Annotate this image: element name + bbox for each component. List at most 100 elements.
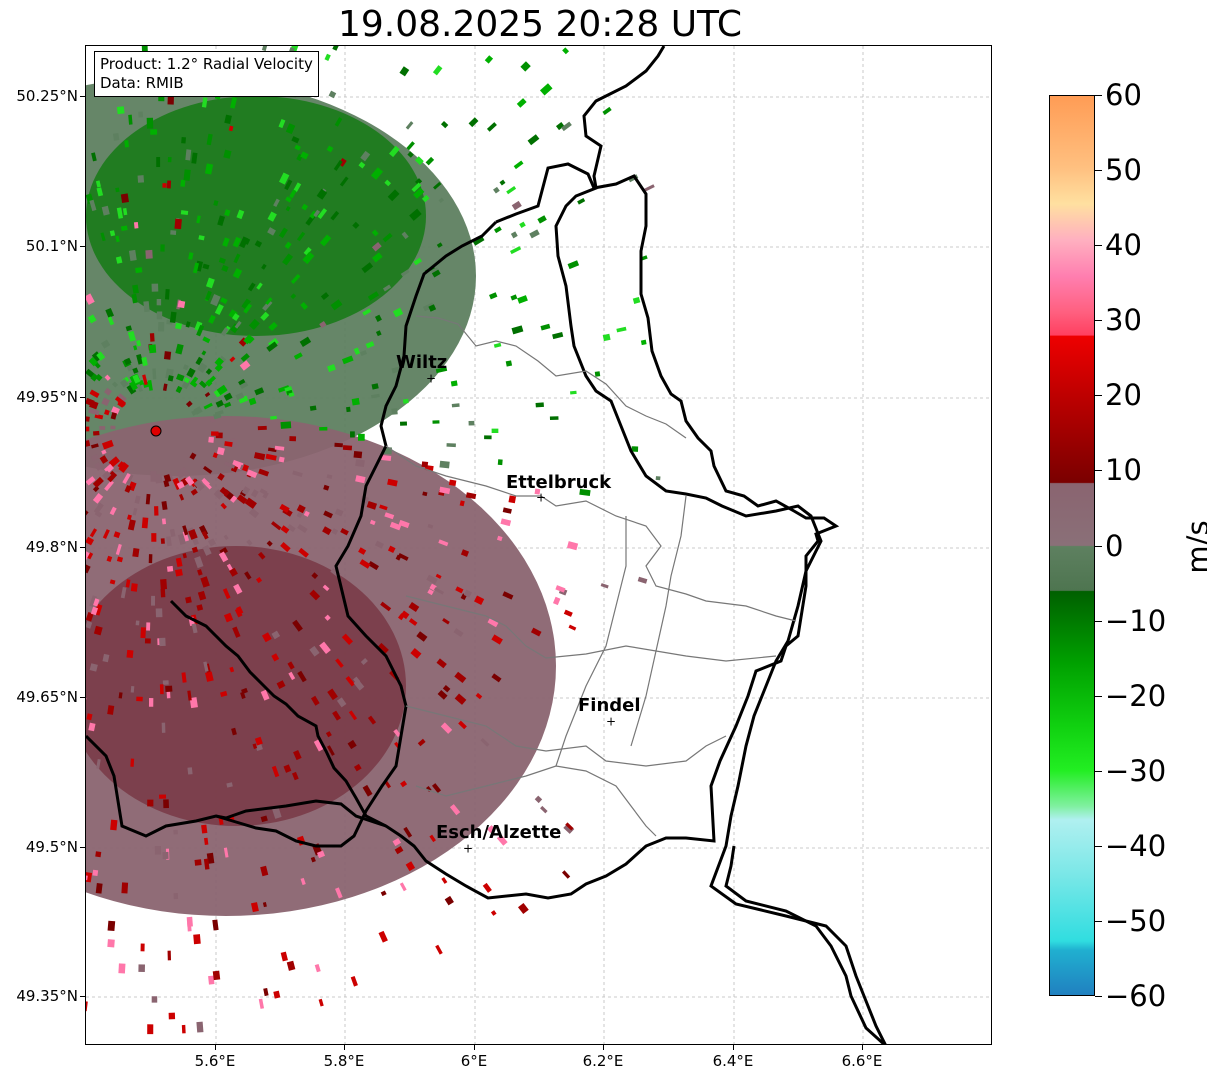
velocity-gate	[322, 526, 332, 536]
velocity-gate	[310, 695, 320, 706]
velocity-gate	[378, 642, 389, 654]
velocity-gate	[110, 819, 118, 831]
velocity-gate	[86, 611, 94, 622]
velocity-gate	[184, 475, 195, 487]
velocity-gate	[238, 395, 249, 404]
city-wiltz: +Wiltz	[396, 352, 447, 386]
velocity-gate	[353, 450, 363, 459]
velocity-gate	[267, 447, 277, 453]
velocity-gate	[102, 653, 110, 663]
velocity-gate	[265, 453, 277, 461]
velocity-gate	[494, 226, 502, 234]
velocity-gate	[322, 584, 330, 592]
velocity-gate	[313, 738, 325, 752]
velocity-gate	[534, 488, 541, 495]
velocity-gate	[335, 658, 344, 668]
velocity-gate	[486, 122, 497, 132]
velocity-gate	[198, 235, 205, 241]
velocity-gate	[197, 569, 203, 576]
velocity-gate	[143, 301, 150, 313]
velocity-gate	[352, 221, 360, 229]
velocity-gate	[86, 426, 90, 432]
velocity-gate	[468, 117, 479, 128]
velocity-gate	[120, 193, 129, 204]
velocity-gate	[115, 543, 122, 556]
velocity-gate	[166, 536, 172, 547]
velocity-gate	[370, 167, 384, 180]
velocity-gate	[358, 161, 366, 169]
colorbar-tick-mark	[1095, 920, 1102, 922]
velocity-gate	[196, 604, 204, 611]
velocity-gate	[351, 397, 360, 406]
velocity-gate	[327, 688, 338, 701]
velocity-gate	[562, 47, 570, 55]
velocity-gate	[463, 589, 472, 598]
velocity-gate	[535, 402, 544, 408]
velocity-gate	[176, 481, 185, 490]
lat-tick-mark	[80, 547, 85, 548]
velocity-gate	[563, 609, 573, 617]
velocity-gate	[431, 783, 442, 793]
velocity-gate	[159, 794, 167, 799]
velocity-gate	[161, 722, 166, 733]
velocity-gate	[191, 152, 198, 164]
velocity-gate	[162, 851, 169, 860]
velocity-gate	[310, 856, 316, 863]
velocity-gate	[444, 895, 454, 906]
velocity-gate	[86, 293, 95, 305]
colorbar-tick-mark	[1095, 770, 1102, 772]
velocity-gate	[563, 823, 575, 834]
velocity-gate	[229, 666, 235, 673]
velocity-gate	[274, 445, 285, 451]
velocity-gate	[289, 189, 297, 199]
velocity-gate	[173, 829, 178, 835]
velocity-gate	[289, 436, 297, 442]
velocity-gate	[561, 121, 572, 132]
velocity-gate	[187, 767, 193, 775]
velocity-gate	[144, 638, 151, 644]
lat-tick-label: 50.1°N	[25, 237, 78, 255]
velocity-gate	[241, 687, 248, 694]
velocity-gate	[158, 322, 165, 332]
velocity-gate	[453, 628, 464, 638]
city-ettelbruck: +Ettelbruck	[506, 472, 612, 505]
velocity-gate	[194, 321, 203, 332]
velocity-gate	[297, 670, 307, 683]
velocity-gate	[86, 536, 95, 546]
velocity-gate	[487, 617, 499, 628]
velocity-gate	[136, 382, 144, 393]
velocity-gate	[602, 333, 611, 342]
velocity-gate	[205, 671, 214, 682]
velocity-gate	[176, 470, 185, 479]
velocity-gate	[233, 583, 243, 595]
velocity-gate	[183, 169, 191, 181]
velocity-gate	[555, 122, 565, 131]
velocity-gate	[201, 824, 208, 834]
velocity-gate	[206, 852, 215, 864]
velocity-gate	[428, 304, 437, 312]
velocity-gate	[90, 606, 99, 616]
city-findel: +Findel	[578, 695, 641, 729]
velocity-gate	[561, 870, 571, 879]
velocity-gate	[127, 519, 136, 531]
velocity-gate	[226, 782, 233, 788]
velocity-gate	[484, 435, 492, 440]
velocity-gate	[120, 586, 127, 599]
velocity-gate	[426, 574, 438, 585]
velocity-gate	[118, 692, 123, 699]
velocity-gate	[440, 722, 453, 734]
velocity-gate	[135, 620, 140, 626]
velocity-gate	[236, 494, 248, 505]
velocity-gate	[353, 347, 361, 355]
velocity-gate	[224, 461, 236, 469]
velocity-gate	[439, 460, 450, 469]
velocity-gate	[262, 491, 269, 499]
velocity-gate	[259, 488, 268, 496]
velocity-gate	[449, 804, 461, 816]
velocity-gate	[600, 583, 609, 589]
velocity-gate	[99, 455, 109, 464]
velocity-gate	[284, 179, 293, 191]
velocity-gate	[86, 1000, 88, 1012]
velocity-gate	[156, 157, 161, 168]
velocity-gate	[203, 402, 213, 410]
